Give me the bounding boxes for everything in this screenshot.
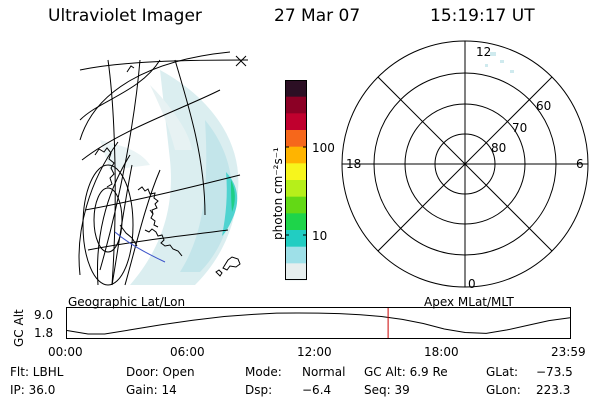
geographic-map-panel: [78, 51, 249, 286]
glon-label: GLon:: [486, 383, 521, 397]
geographic-panel-label: Geographic Lat/Lon: [68, 295, 186, 309]
lat-lon-grid: [78, 51, 249, 286]
mlt-label-12: 12: [476, 45, 492, 59]
apex-panel-label: Apex MLat/MLT: [424, 295, 514, 309]
colorbar-band: [285, 246, 307, 264]
colorbar-band: [285, 80, 307, 98]
altitude-series-line: [66, 312, 571, 335]
time-tick-0000: 00:00: [48, 345, 83, 359]
altitude-tick-1-8: 1.8: [34, 326, 54, 340]
colorbar-band: [285, 196, 307, 214]
colorbar-tick-100: 100: [312, 141, 335, 155]
mlt-label-6: 6: [576, 157, 584, 171]
time-tick-2359: 23:59: [551, 345, 586, 359]
altitude-plot-frame: [66, 307, 571, 339]
polar-mlat-mlt-plot: [341, 40, 589, 288]
mode-value: Normal: [302, 365, 346, 379]
mlat-label-80: 80: [491, 141, 507, 155]
gc-alt-info: GC Alt: 6.9 Re: [364, 365, 448, 379]
colorbar: [285, 80, 307, 281]
colorbar-band: [285, 180, 307, 198]
glat-value: −73.5: [536, 365, 573, 379]
dsp-label: Dsp:: [245, 383, 273, 397]
observation-date: 27 Mar 07: [274, 6, 361, 26]
colorbar-band: [285, 163, 307, 181]
colorbar-band: [285, 96, 307, 114]
seq-info: Seq: 39: [364, 383, 410, 397]
time-tick-1200: 12:00: [297, 345, 332, 359]
polar-emission: [485, 52, 514, 73]
mlat-label-70: 70: [512, 121, 528, 135]
filter-info: Flt: LBHL: [10, 365, 64, 379]
gain-info: Gain: 14: [126, 383, 177, 397]
colorbar-band: [285, 230, 307, 248]
polar-grid: [341, 40, 589, 288]
time-tick-1800: 18:00: [424, 345, 459, 359]
colorbar-band: [285, 146, 307, 164]
altitude-tick-9: 9.0: [34, 308, 54, 322]
mlt-label-18: 18: [346, 157, 362, 171]
mode-label: Mode:: [245, 365, 282, 379]
emission-region: [100, 70, 239, 285]
mlat-label-60: 60: [536, 99, 552, 113]
colorbar-band: [285, 213, 307, 231]
dsp-value: −6.4: [302, 383, 332, 397]
mlt-label-0: 0: [468, 277, 476, 291]
colorbar-band: [285, 263, 307, 281]
time-tick-0600: 06:00: [170, 345, 205, 359]
door-info: Door: Open: [126, 365, 195, 379]
colorbar-band: [285, 113, 307, 131]
glon-value: 223.3: [536, 383, 571, 397]
coastlines: [94, 65, 241, 277]
glat-label: GLat:: [486, 365, 519, 379]
ip-info: IP: 36.0: [10, 383, 56, 397]
observation-time: 15:19:17 UT: [430, 6, 535, 26]
colorbar-band: [285, 130, 307, 148]
colorbar-tick-10: 10: [312, 229, 328, 243]
instrument-title: Ultraviolet Imager: [48, 6, 202, 26]
